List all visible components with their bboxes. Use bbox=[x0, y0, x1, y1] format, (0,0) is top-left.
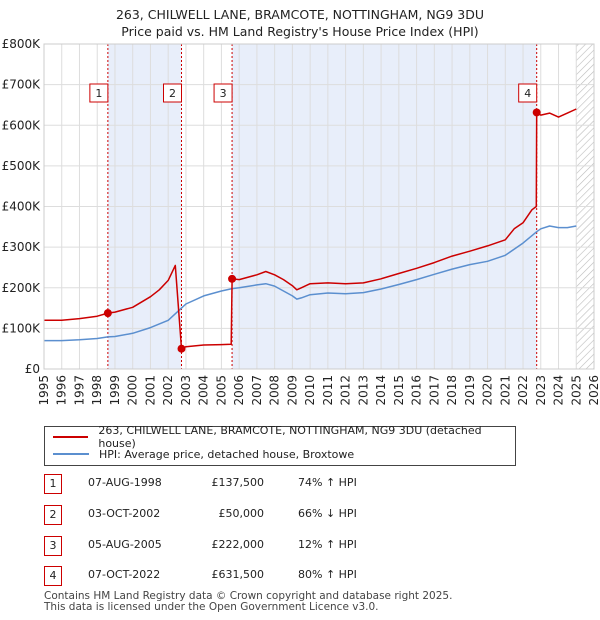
x-tick-label: 2007 bbox=[250, 375, 264, 406]
x-tick-label: 2018 bbox=[445, 375, 459, 406]
sale-marker-label: 1 bbox=[95, 87, 102, 100]
x-tick-label: 2026 bbox=[587, 375, 600, 406]
x-tick-label: 1999 bbox=[108, 375, 122, 406]
sale-marker-label: 4 bbox=[524, 87, 531, 100]
transaction-hpi-change: 74% ↑ HPI bbox=[298, 476, 357, 489]
footer: Contains HM Land Registry data © Crown c… bbox=[44, 591, 452, 613]
transaction-hpi-change: 66% ↓ HPI bbox=[298, 507, 357, 520]
y-tick-label: £300K bbox=[2, 240, 42, 254]
x-tick-label: 2025 bbox=[569, 375, 583, 406]
sale-marker-box bbox=[89, 83, 109, 103]
transaction-price: £50,000 bbox=[218, 507, 265, 520]
x-tick-label: 2015 bbox=[392, 375, 406, 406]
x-tick-label: 2016 bbox=[410, 375, 424, 406]
transaction-date: 07-AUG-1998 bbox=[88, 476, 162, 489]
property-price-line bbox=[44, 108, 577, 350]
x-tick-label: 2023 bbox=[534, 375, 548, 406]
sale-point bbox=[103, 309, 112, 318]
sale-marker-label: 3 bbox=[220, 87, 227, 100]
x-tick-label: 2008 bbox=[268, 375, 282, 406]
x-tick-label: 1996 bbox=[55, 375, 69, 406]
y-tick-label: £500K bbox=[2, 159, 42, 173]
x-tick-label: 2021 bbox=[498, 375, 512, 406]
x-tick-label: 2004 bbox=[197, 375, 211, 406]
x-tick-label: 2014 bbox=[374, 375, 388, 406]
x-tick-label: 2012 bbox=[339, 375, 353, 406]
y-tick-label: £0 bbox=[25, 362, 40, 376]
y-tick-label: £800K bbox=[2, 37, 42, 51]
transaction-date: 03-OCT-2002 bbox=[88, 507, 161, 520]
x-tick-label: 2006 bbox=[232, 375, 246, 406]
y-tick-label: £100K bbox=[2, 321, 42, 335]
chart-legend: 263, CHILWELL LANE, BRAMCOTE, NOTTINGHAM… bbox=[44, 424, 516, 466]
footer-licence: This data is licensed under the Open Gov… bbox=[44, 601, 379, 613]
x-tick-label: 2013 bbox=[356, 375, 370, 406]
sale-point bbox=[177, 344, 186, 353]
transaction-number-badge: 3 bbox=[44, 536, 62, 556]
x-tick-label: 2002 bbox=[161, 375, 175, 406]
transaction-number-badge: 1 bbox=[44, 474, 62, 494]
x-tick-label: 2001 bbox=[143, 375, 157, 406]
hpi-line bbox=[44, 225, 577, 342]
y-tick-label: £600K bbox=[2, 118, 42, 132]
legend-swatch-hpi bbox=[53, 453, 89, 455]
x-tick-label: 2000 bbox=[126, 375, 140, 406]
x-tick-label: 2010 bbox=[303, 375, 317, 406]
plot-frame bbox=[43, 43, 595, 370]
x-tick-label: 2011 bbox=[321, 375, 335, 406]
transaction-price: £137,500 bbox=[211, 476, 265, 489]
x-tick-label: 1997 bbox=[72, 375, 86, 406]
x-tick-label: 2009 bbox=[285, 375, 299, 406]
transaction-number-badge: 2 bbox=[44, 505, 62, 525]
legend-label-property: 263, CHILWELL LANE, BRAMCOTE, NOTTINGHAM… bbox=[98, 424, 482, 450]
legend-item-hpi: HPI: Average price, detached house, Brox… bbox=[53, 446, 354, 462]
y-tick-label: £400K bbox=[2, 200, 42, 214]
transaction-hpi-change: 12% ↑ HPI bbox=[298, 538, 357, 551]
x-tick-label: 2024 bbox=[552, 375, 566, 406]
legend-swatch-property bbox=[53, 436, 89, 438]
transaction-price: £631,500 bbox=[211, 568, 265, 581]
x-tick-label: 1995 bbox=[37, 375, 51, 406]
x-tick-label: 2005 bbox=[214, 375, 228, 406]
sale-point bbox=[532, 108, 541, 117]
chart-title-line-1: 263, CHILWELL LANE, BRAMCOTE, NOTTINGHAM… bbox=[115, 7, 485, 22]
price-chart: 1 2 3 4 £0 £100K £200K £300K £400K £500K £600K £700… bbox=[2, 37, 600, 406]
y-tick-label: £200K bbox=[2, 281, 42, 295]
transaction-date: 07-OCT-2022 bbox=[88, 568, 161, 581]
x-tick-label: 2017 bbox=[427, 375, 441, 406]
footer-copyright: Contains HM Land Registry data © Crown c… bbox=[44, 590, 453, 602]
sale-marker-box bbox=[213, 83, 233, 103]
y-tick-label: £700K bbox=[2, 78, 42, 92]
legend-label-hpi: HPI: Average price, detached house, Brox… bbox=[99, 447, 355, 461]
x-tick-label: 2019 bbox=[463, 375, 477, 406]
sale-marker-label: 2 bbox=[169, 87, 176, 100]
sale-marker-box bbox=[163, 83, 182, 103]
x-tick-label: 2022 bbox=[516, 375, 530, 406]
chart-title-line-2: Price paid vs. HM Land Registry's House … bbox=[121, 24, 479, 39]
transaction-date: 05-AUG-2005 bbox=[88, 538, 162, 551]
transaction-hpi-change: 80% ↑ HPI bbox=[298, 568, 357, 581]
sale-marker-box bbox=[518, 83, 538, 103]
x-tick-label: 1998 bbox=[90, 375, 104, 406]
legend-item-property: 263, CHILWELL LANE, BRAMCOTE, NOTTINGHAM… bbox=[53, 424, 515, 450]
x-tick-label: 2020 bbox=[481, 375, 495, 406]
transaction-price: £222,000 bbox=[211, 538, 265, 551]
transaction-number-badge: 4 bbox=[44, 566, 62, 586]
x-tick-label: 2003 bbox=[179, 375, 193, 406]
sale-point bbox=[228, 274, 237, 283]
